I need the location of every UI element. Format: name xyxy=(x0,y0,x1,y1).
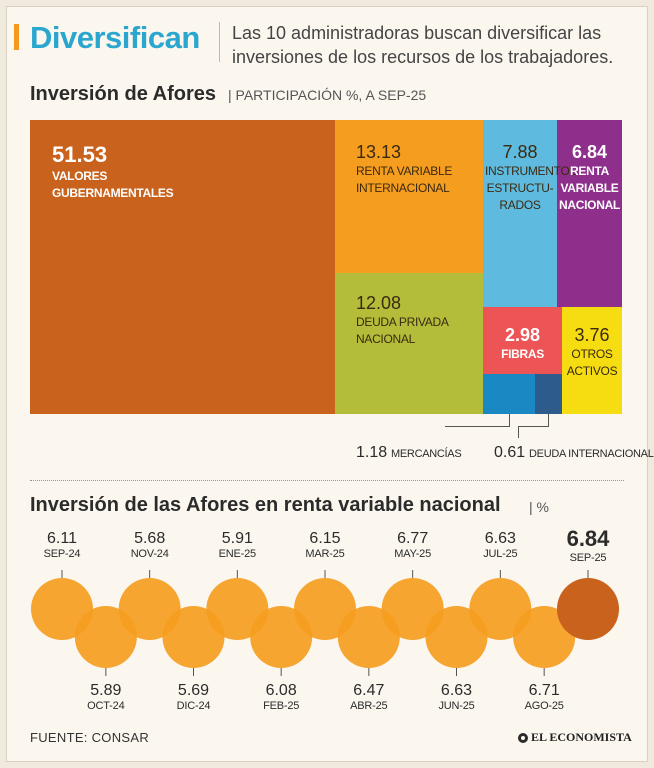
treemap-name: DEUDA PRIVADA NACIONAL xyxy=(356,315,448,346)
treemap-value: 6.84 xyxy=(571,142,608,162)
treemap-label-fibras: 2.98 FIBRAS xyxy=(485,325,560,363)
bead-value: 6.08 xyxy=(265,682,297,699)
bead-date: MAY-25 xyxy=(394,548,432,560)
bead-date: SEP-25 xyxy=(569,552,607,564)
callout-mercancias: 1.18 MERCANCÍAS xyxy=(356,444,462,462)
treemap-value: 7.88 xyxy=(502,142,538,162)
bead-value: 5.69 xyxy=(177,682,210,699)
treemap-label-rv-nacional: 6.84 RENTA VARIABLE NACIONAL xyxy=(559,142,620,214)
callout-name: MERCANCÍAS xyxy=(391,448,462,460)
leader-deuda-int-drop xyxy=(518,426,519,438)
treemap-cell-estructurados xyxy=(483,120,557,307)
treemap-label-deuda-privada: 12.08 DEUDA PRIVADA NACIONAL xyxy=(356,293,456,348)
bead-value: 6.71 xyxy=(528,682,560,699)
treemap-label-rv-internacional: 13.13 RENTA VARIABLE INTERNACIONAL xyxy=(356,142,456,197)
treemap-name: RENTA VARIABLE NACIONAL xyxy=(559,164,620,212)
callout-value: 1.18 xyxy=(356,444,388,461)
brand-logo: EL ECONOMISTA xyxy=(518,730,632,745)
treemap-cell-gubernamentales xyxy=(30,120,335,414)
bead-value: 6.63 xyxy=(484,530,516,547)
bead-date: AGO-25 xyxy=(524,700,564,712)
treemap-name: FIBRAS xyxy=(501,347,544,361)
headline-accent-bar xyxy=(14,24,19,50)
callout-value: 0.61 xyxy=(494,444,526,461)
bead-date: ABR-25 xyxy=(350,700,388,712)
treemap-title: Inversión de Afores xyxy=(30,83,216,105)
treemap-name: RENTA VARIABLE INTERNACIONAL xyxy=(356,164,453,195)
bead-date: OCT-24 xyxy=(87,700,125,712)
treemap-cell-otros xyxy=(562,307,622,414)
bead-value: 6.84 xyxy=(566,526,610,551)
bead-date: NOV-24 xyxy=(130,548,169,560)
bead-value: 6.47 xyxy=(353,682,385,699)
treemap-name: INSTRUMENTOS ESTRUCTU-RADOS xyxy=(485,164,578,212)
line-chart-unit: | % xyxy=(529,499,549,515)
brand-icon xyxy=(518,732,528,743)
treemap-subtitle: | PARTICIPACIÓN %, A SEP-25 xyxy=(228,87,427,103)
headline: Diversifican xyxy=(30,20,200,55)
headline-divider xyxy=(219,22,220,62)
bead-date: JUN-25 xyxy=(438,700,475,712)
bead-label-ene-25: 5.91 ENE-25 xyxy=(202,530,272,560)
bead-value: 6.63 xyxy=(440,682,473,699)
leader-deuda-int-h xyxy=(518,426,549,427)
bead-label-mar-25: 6.15 MAR-25 xyxy=(290,530,360,560)
deck-text: Las 10 administradoras buscan diversific… xyxy=(232,23,614,67)
bead-value: 5.68 xyxy=(134,530,166,547)
bead-date: ENE-25 xyxy=(218,548,257,560)
source-note: FUENTE: CONSAR xyxy=(30,730,150,745)
bead-label-oct-24: 5.89 OCT-24 xyxy=(71,682,141,712)
callout-name: DEUDA INTERNACIONAL xyxy=(529,448,654,460)
treemap-cell-fibras xyxy=(483,307,562,374)
bead-date: FEB-25 xyxy=(263,700,300,712)
bead-date: SEP-24 xyxy=(43,548,81,560)
treemap-cell-deuda-internacional xyxy=(535,374,562,414)
treemap-value: 12.08 xyxy=(356,293,402,313)
treemap-value: 51.53 xyxy=(52,142,108,167)
bead-label-jul-25: 6.63 JUL-25 xyxy=(465,530,535,560)
bead-label-sep-24: 6.11 SEP-24 xyxy=(27,530,97,560)
bead-value: 6.11 xyxy=(47,530,77,547)
bead-label-sep-25: 6.84 SEP-25 xyxy=(553,526,623,564)
treemap-name: OTROS ACTIVOS xyxy=(566,347,618,378)
bead-value: 5.91 xyxy=(221,530,253,547)
callout-deuda-internacional: 0.61 DEUDA INTERNACIONAL xyxy=(494,444,654,462)
leader-deuda-int-v xyxy=(548,414,549,426)
treemap-cell-rv-nacional xyxy=(557,120,622,307)
bead-label-nov-24: 5.68 NOV-24 xyxy=(115,530,185,560)
section-divider xyxy=(30,480,624,481)
bead-value: 5.89 xyxy=(90,682,122,699)
bead-point-sep-25 xyxy=(557,578,619,640)
bead-date: JUL-25 xyxy=(483,548,518,560)
line-chart-title: Inversión de las Afores en renta variabl… xyxy=(30,494,501,516)
leader-mercancias-v xyxy=(509,414,510,426)
treemap-value: 13.13 xyxy=(356,142,402,162)
treemap-label-gubernamentales: 51.53 VALORES GUBERNAMENTALES xyxy=(52,142,182,202)
bead-label-dic-24: 5.69 DIC-24 xyxy=(159,682,229,712)
treemap-cell-mercancias xyxy=(483,374,535,414)
treemap-value: 3.76 xyxy=(574,325,610,345)
bead-label-ago-25: 6.71 AGO-25 xyxy=(509,682,579,712)
treemap-value: 2.98 xyxy=(504,325,541,345)
bead-label-feb-25: 6.08 FEB-25 xyxy=(246,682,316,712)
bead-label-may-25: 6.77 MAY-25 xyxy=(378,530,448,560)
bead-label-abr-25: 6.47 ABR-25 xyxy=(334,682,404,712)
leader-mercancias-h xyxy=(445,426,510,427)
treemap-cell-rv-internacional xyxy=(335,120,483,273)
treemap-label-estructurados: 7.88 INSTRUMENTOS ESTRUCTU-RADOS xyxy=(485,142,578,214)
bead-value: 6.15 xyxy=(309,530,341,547)
treemap-name: VALORES GUBERNAMENTALES xyxy=(52,169,174,200)
bead-label-jun-25: 6.63 JUN-25 xyxy=(422,682,492,712)
brand-name: EL ECONOMISTA xyxy=(531,730,632,744)
bead-date: DIC-24 xyxy=(176,700,211,712)
bead-date: MAR-25 xyxy=(305,548,345,560)
bead-value: 6.77 xyxy=(397,530,429,547)
treemap-cell-deuda-privada xyxy=(335,273,483,414)
treemap-label-otros: 3.76 OTROS ACTIVOS xyxy=(563,325,621,380)
